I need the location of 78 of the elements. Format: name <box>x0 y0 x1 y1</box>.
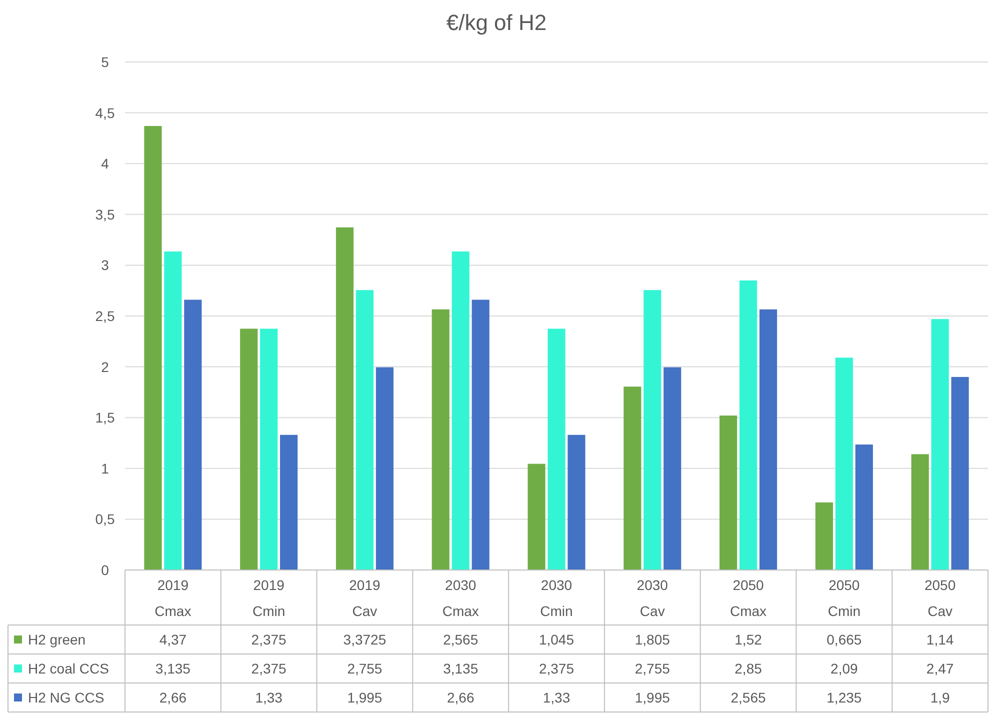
x-tick-label: 2050 Cav <box>924 577 956 619</box>
bar <box>548 328 566 570</box>
bar <box>644 290 662 570</box>
bar <box>144 126 162 570</box>
bar <box>164 251 182 570</box>
data-label: 1,33 <box>542 690 570 706</box>
y-tick-label: 2,5 <box>95 308 115 324</box>
bar <box>739 280 758 570</box>
bar <box>911 454 929 570</box>
x-tick-label: 2030 Cmax <box>442 577 479 619</box>
data-label: 4,37 <box>159 632 187 648</box>
data-label: 2,375 <box>251 660 287 676</box>
data-label: 1,14 <box>926 632 954 648</box>
data-label: 3,135 <box>155 660 191 676</box>
data-label: 0,665 <box>826 632 862 648</box>
data-label: 2,375 <box>538 660 574 676</box>
data-label: 3,135 <box>443 660 478 676</box>
data-label: 2,85 <box>734 660 762 676</box>
x-tick-label: 2030 Cav <box>636 577 668 619</box>
bar <box>452 251 470 570</box>
x-tick-label: 2030 Cmin <box>540 577 573 619</box>
data-label: 2,755 <box>347 660 382 676</box>
bar <box>472 300 490 570</box>
bar <box>951 376 969 570</box>
data-label: 2,565 <box>730 690 766 706</box>
bar <box>931 319 949 570</box>
bar <box>240 328 258 570</box>
data-label: 2,565 <box>443 632 478 648</box>
data-label: 1,235 <box>826 690 862 706</box>
data-label: 1,805 <box>634 632 670 648</box>
bar <box>624 386 642 570</box>
bar <box>855 444 873 570</box>
bar <box>664 367 682 570</box>
data-label: 3,3725 <box>343 632 386 648</box>
data-label: 1,9 <box>930 690 950 706</box>
legend-label: H2 NG CCS <box>28 690 104 706</box>
bar <box>356 290 374 570</box>
data-label: 1,045 <box>538 632 574 648</box>
data-label: 1,995 <box>347 690 382 706</box>
x-tick-label: 2019 Cmax <box>154 577 192 619</box>
data-label: 2,375 <box>251 632 287 648</box>
data-label: 1,52 <box>734 632 762 648</box>
bar <box>528 464 546 570</box>
y-tick-label: 1,5 <box>95 410 115 426</box>
y-tick-label: 3,5 <box>95 206 115 222</box>
bar <box>835 358 853 570</box>
bar <box>432 309 450 570</box>
y-tick-label: 4,5 <box>95 104 115 121</box>
x-tick-label: 2019 Cmin <box>252 577 286 619</box>
legend-label: H2 coal CCS <box>28 660 109 676</box>
bar <box>184 300 202 570</box>
y-tick-label: 4 <box>101 156 110 172</box>
y-tick-label: 0 <box>101 562 110 578</box>
bar <box>568 434 586 570</box>
chart-title: €/kg of H2 <box>446 10 547 35</box>
data-label: 2,66 <box>446 690 474 706</box>
data-label: 1,995 <box>634 690 670 706</box>
bar <box>815 502 833 570</box>
y-tick-label: 2 <box>101 358 110 375</box>
data-label: 2,66 <box>159 690 187 706</box>
bar <box>260 328 278 570</box>
bar <box>336 227 354 570</box>
x-tick-label: 2050 Cmin <box>828 577 861 619</box>
data-label: 2,09 <box>830 660 858 676</box>
data-label: 1,33 <box>255 690 283 706</box>
data-label: 2,47 <box>926 660 954 676</box>
y-tick-label: 0,5 <box>95 511 115 528</box>
bar <box>280 434 298 570</box>
bar <box>720 416 738 570</box>
legend-label: H2 green <box>28 632 86 648</box>
y-tick-label: 5 <box>101 54 110 70</box>
bar <box>376 367 394 570</box>
data-label: 2,755 <box>634 660 670 676</box>
y-tick-label: 1 <box>101 460 110 476</box>
bar <box>759 309 778 570</box>
y-tick-label: 3 <box>101 257 110 274</box>
x-tick-label: 2019 Cav <box>349 577 381 619</box>
x-tick-label: 2050 Cmax <box>730 577 767 619</box>
